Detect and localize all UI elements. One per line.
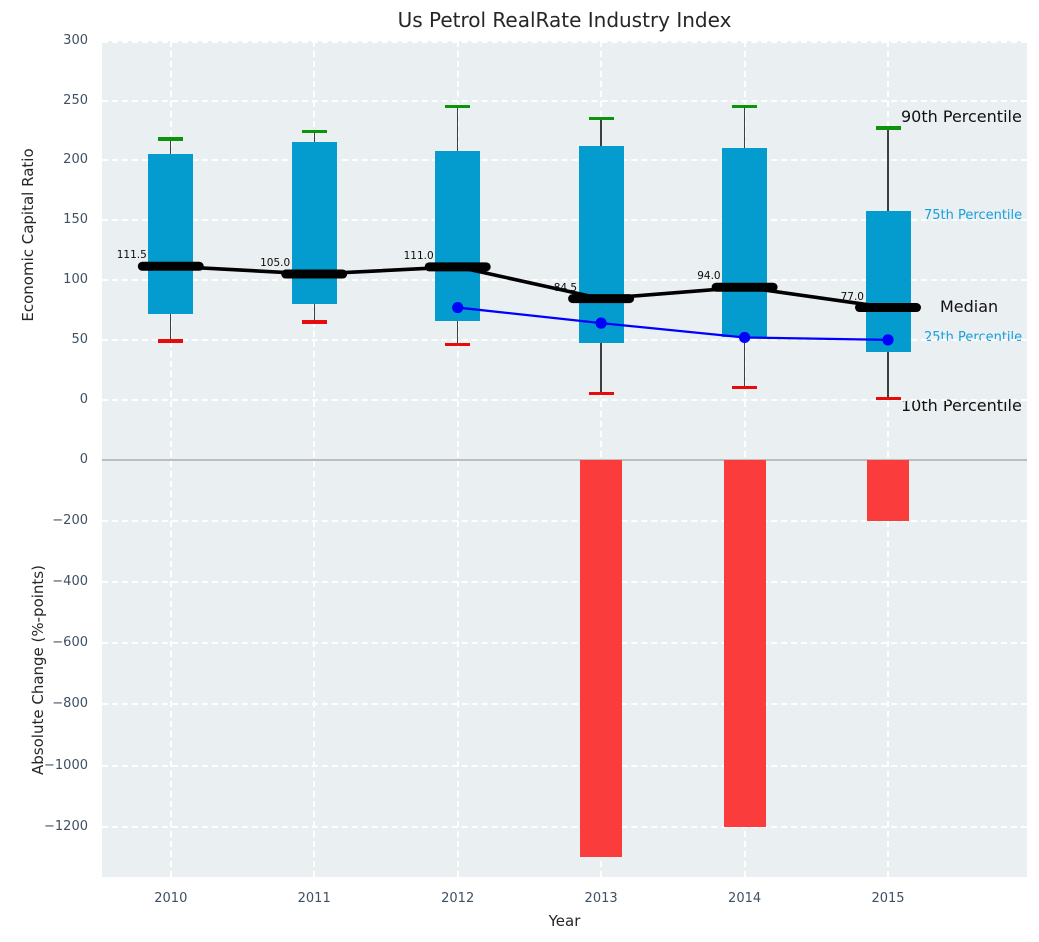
- annotation-75th-percentile: 75th Percentile: [924, 208, 1023, 223]
- ytick-top-0: 0: [79, 391, 88, 407]
- p90-cap-2010: [158, 137, 184, 141]
- xtick-2012: 2012: [441, 891, 475, 906]
- median-value-label-2015: 77.0: [840, 290, 864, 303]
- change-bar-2014: [723, 459, 766, 827]
- ytick-top-100: 100: [63, 272, 88, 288]
- annotation-90th-percentile: 90th Percentile: [901, 107, 1022, 126]
- zero-line: [102, 458, 1027, 461]
- ytick-top-150: 150: [63, 212, 88, 228]
- x-axis-label: Year: [548, 912, 581, 930]
- median-value-label-2012: 111.0: [403, 249, 434, 262]
- ytick-bottom--800: −800: [52, 696, 88, 712]
- xtick-2010: 2010: [154, 891, 188, 906]
- gridline-top-300: [102, 41, 1027, 43]
- p10-cap-2012: [445, 342, 471, 347]
- p10-cap-2013: [588, 392, 614, 396]
- change-bar-2015: [867, 459, 909, 521]
- box-2014: [722, 148, 768, 338]
- p10-cap-2010: [158, 339, 184, 343]
- gridline-bottom--200: [102, 519, 1027, 522]
- p90-cap-2015: [875, 126, 901, 130]
- gridline-bottom--800: [102, 703, 1027, 706]
- p90-cap-2013: [588, 116, 614, 121]
- ytick-top-300: 300: [63, 33, 88, 48]
- annotation-median: Median: [940, 297, 999, 316]
- ytick-bottom--1200: −1200: [44, 818, 88, 834]
- ytick-top-50: 50: [71, 331, 88, 347]
- gridline-bottom--400: [102, 581, 1027, 584]
- ytick-top-250: 250: [63, 92, 88, 108]
- xtick-2011: 2011: [297, 891, 331, 906]
- median-value-label-2011: 105.0: [260, 257, 291, 270]
- box-2011: [291, 142, 337, 304]
- gridline-top-200: [102, 159, 1027, 162]
- xtick-2013: 2013: [584, 891, 618, 906]
- gridline-bottom--1000: [102, 764, 1027, 767]
- change-bar-2013: [580, 459, 623, 858]
- box-2013: [578, 145, 624, 344]
- p90-cap-2014: [732, 104, 758, 109]
- gridline-bottom--600: [102, 642, 1027, 645]
- ytick-bottom--400: −400: [52, 574, 88, 590]
- y-axis-label-bottom: Absolute Change (%-points): [29, 565, 47, 775]
- box-2010: [148, 154, 194, 314]
- p90-cap-2011: [301, 129, 327, 134]
- annotation-25th-percentile: 25th Percentile: [924, 330, 1023, 345]
- p10-cap-2011: [301, 320, 327, 324]
- ytick-bottom--1000: −1000: [44, 757, 88, 773]
- median-value-label-2014: 94.0: [697, 270, 721, 283]
- p10-cap-2015: [875, 396, 901, 401]
- ytick-top-200: 200: [63, 152, 88, 168]
- p90-cap-2012: [445, 104, 471, 109]
- ytick-bottom-0: 0: [79, 451, 88, 467]
- annotation-10th-percentile: 10th Percentile: [901, 396, 1022, 415]
- box-2012: [435, 150, 481, 321]
- y-axis-label-top: Economic Capital Ratio: [19, 148, 37, 322]
- chart-title: Us Petrol RealRate Industry Index: [397, 8, 732, 32]
- p10-cap-2014: [732, 386, 758, 390]
- median-value-label-2010: 111.5: [116, 249, 147, 262]
- ytick-bottom--200: −200: [52, 512, 88, 528]
- xtick-2014: 2014: [728, 891, 762, 906]
- company-line: [457, 306, 889, 342]
- gridline-top-150: [102, 219, 1027, 222]
- xtick-2015: 2015: [871, 891, 905, 906]
- gridline-top-0: [102, 398, 1027, 401]
- gridline-bottom--1200: [102, 825, 1027, 828]
- plot-area: 90th Percentile 75th Percentile Median 2…: [102, 41, 1027, 877]
- box-2015: [865, 210, 911, 352]
- gridline-top-250: [102, 99, 1027, 102]
- ytick-bottom--600: −600: [52, 635, 88, 651]
- median-value-label-2013: 84.5: [553, 281, 578, 294]
